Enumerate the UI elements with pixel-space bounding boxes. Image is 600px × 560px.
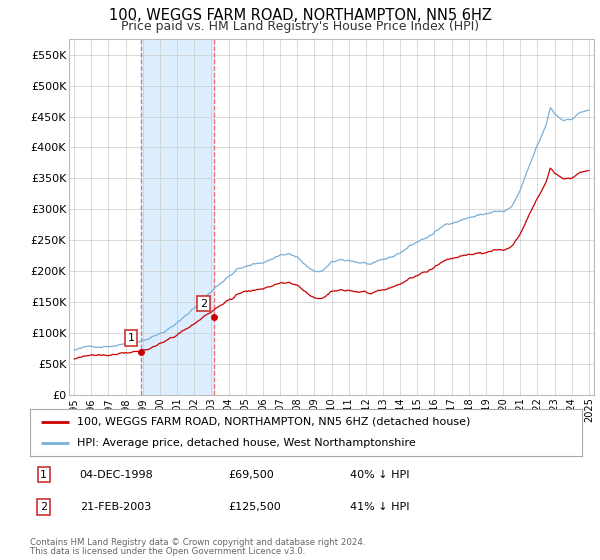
Text: 04-DEC-1998: 04-DEC-1998 bbox=[80, 470, 154, 479]
Text: HPI: Average price, detached house, West Northamptonshire: HPI: Average price, detached house, West… bbox=[77, 438, 416, 448]
Text: 100, WEGGS FARM ROAD, NORTHAMPTON, NN5 6HZ: 100, WEGGS FARM ROAD, NORTHAMPTON, NN5 6… bbox=[109, 8, 491, 24]
Text: 41% ↓ HPI: 41% ↓ HPI bbox=[350, 502, 410, 512]
Bar bbox=[142, 39, 214, 395]
Text: Contains HM Land Registry data © Crown copyright and database right 2024.: Contains HM Land Registry data © Crown c… bbox=[30, 538, 365, 547]
Text: 1: 1 bbox=[128, 333, 134, 343]
Text: 40% ↓ HPI: 40% ↓ HPI bbox=[350, 470, 410, 479]
Text: £69,500: £69,500 bbox=[229, 470, 274, 479]
Text: £125,500: £125,500 bbox=[229, 502, 281, 512]
Text: 2: 2 bbox=[40, 502, 47, 512]
Text: 2: 2 bbox=[200, 298, 207, 309]
Text: 21-FEB-2003: 21-FEB-2003 bbox=[80, 502, 151, 512]
Text: This data is licensed under the Open Government Licence v3.0.: This data is licensed under the Open Gov… bbox=[30, 547, 305, 556]
Text: 1: 1 bbox=[40, 470, 47, 479]
Text: 100, WEGGS FARM ROAD, NORTHAMPTON, NN5 6HZ (detached house): 100, WEGGS FARM ROAD, NORTHAMPTON, NN5 6… bbox=[77, 417, 470, 427]
Text: Price paid vs. HM Land Registry's House Price Index (HPI): Price paid vs. HM Land Registry's House … bbox=[121, 20, 479, 32]
